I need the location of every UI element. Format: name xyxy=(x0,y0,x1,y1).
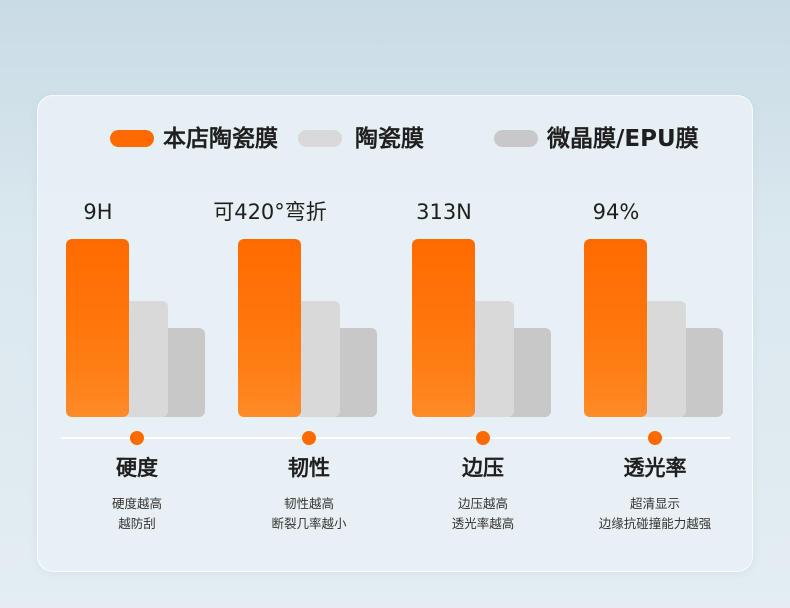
category-label-2: 边压 xyxy=(462,456,504,480)
x-axis-line xyxy=(61,437,730,439)
description-0-line-0: 硬度越高 xyxy=(111,496,162,511)
category-label-1: 韧性 xyxy=(288,456,330,480)
category-label-3: 透光率 xyxy=(623,456,687,480)
description-1-line-0: 韧性越高 xyxy=(283,496,334,511)
value-label-1: 可420°弯折 xyxy=(213,200,327,224)
legend-label-1: 陶瓷膜 xyxy=(355,126,424,152)
legend-swatch-2 xyxy=(494,130,538,147)
value-label-3: 94% xyxy=(592,200,640,224)
axis-dot-2 xyxy=(476,431,490,445)
bar-0-series-0 xyxy=(66,239,129,417)
axis-dot-3 xyxy=(648,431,662,445)
legend-swatch-0 xyxy=(110,130,154,147)
bar-1-series-0 xyxy=(238,239,301,417)
legend-label-2: 微晶膜/EPU膜 xyxy=(547,126,699,152)
description-3-line-1: 边缘抗碰撞能力越强 xyxy=(598,516,712,531)
description-2-line-1: 透光率越高 xyxy=(451,516,515,531)
bar-2-series-0 xyxy=(412,239,475,417)
legend-label-0: 本店陶瓷膜 xyxy=(163,126,278,152)
axis-dot-0 xyxy=(130,431,144,445)
description-2-line-0: 边压越高 xyxy=(457,496,508,511)
description-3-line-0: 超清显示 xyxy=(629,496,680,511)
description-0-line-1: 越防刮 xyxy=(118,516,156,531)
category-label-0: 硬度 xyxy=(116,456,158,480)
axis-dot-1 xyxy=(302,431,316,445)
value-label-2: 313N xyxy=(416,200,472,224)
bar-3-series-0 xyxy=(584,239,647,417)
description-1-line-1: 断裂几率越小 xyxy=(271,516,347,531)
legend-swatch-1 xyxy=(298,130,342,147)
value-label-0: 9H xyxy=(83,200,113,224)
